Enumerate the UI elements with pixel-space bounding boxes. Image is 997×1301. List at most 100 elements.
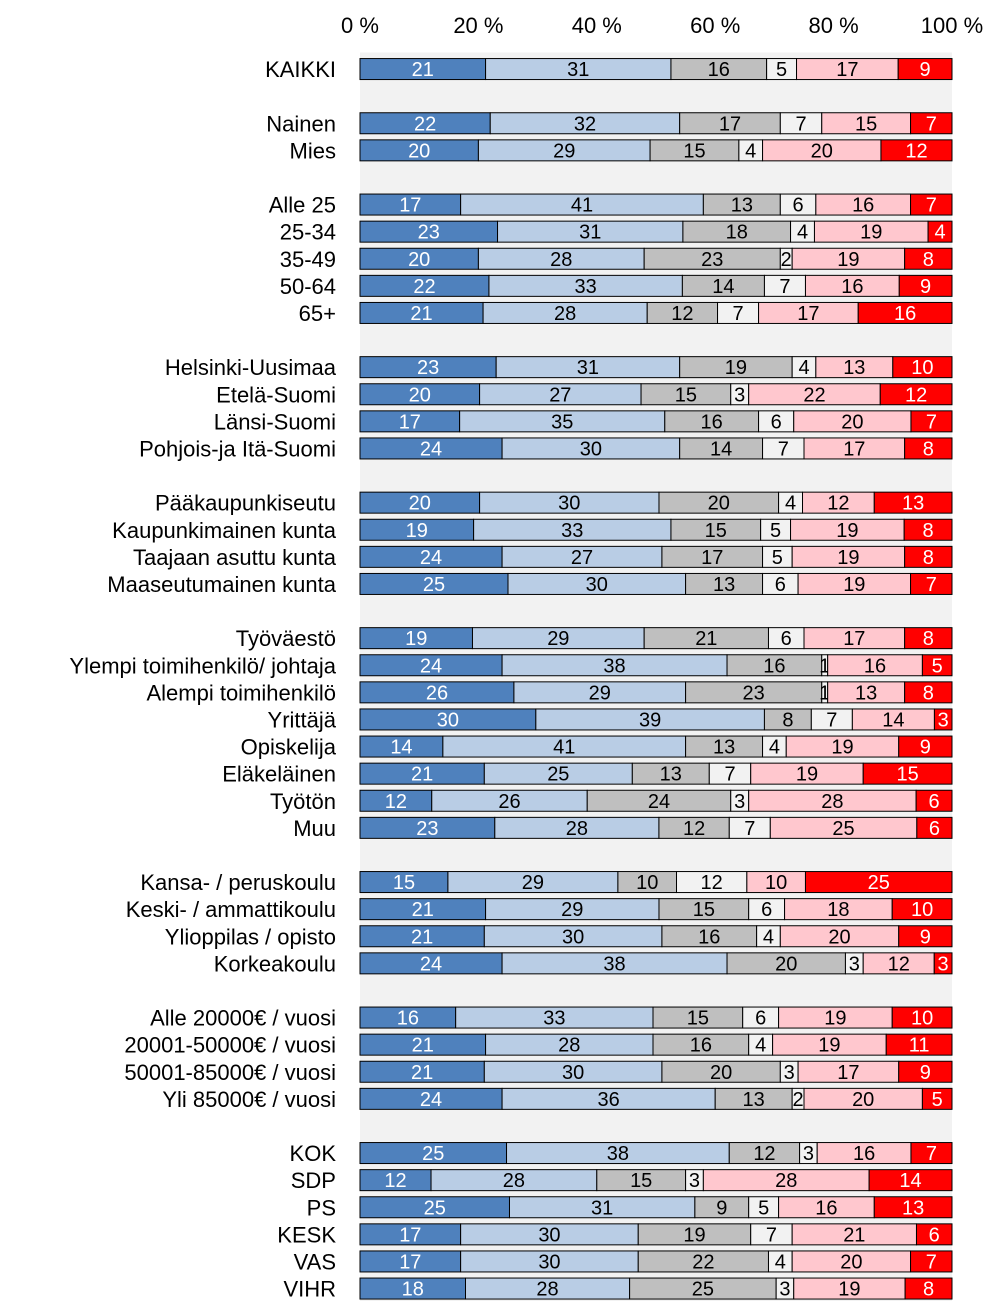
- category-label: 50001-85000€ / vuosi: [124, 1060, 336, 1085]
- data-label: 17: [843, 438, 865, 460]
- data-label: 4: [775, 1251, 786, 1273]
- x-tick-label: 0 %: [341, 13, 379, 38]
- data-label: 6: [781, 628, 792, 650]
- bar-segment: [910, 1142, 953, 1165]
- data-label: 17: [399, 411, 421, 433]
- data-label: 10: [911, 899, 933, 921]
- category-label: Opiskelija: [241, 735, 337, 760]
- category-label: 35-49: [280, 247, 336, 272]
- category-label: Etelä-Suomi: [216, 382, 336, 407]
- data-label: 16: [894, 303, 916, 325]
- data-label: 20: [775, 953, 797, 975]
- category-label: Länsi-Suomi: [214, 409, 336, 434]
- x-tick-label: 60 %: [690, 13, 740, 38]
- data-label: 14: [882, 709, 904, 731]
- data-label: 4: [798, 357, 809, 379]
- bar-segment: [910, 193, 953, 216]
- bar-segment: [904, 437, 953, 460]
- category-label: 50-64: [280, 274, 336, 299]
- bar-segment: [879, 383, 953, 406]
- data-label: 7: [926, 195, 937, 217]
- data-label: 5: [776, 59, 787, 81]
- data-label: 16: [708, 59, 730, 81]
- data-label: 16: [397, 1008, 419, 1030]
- data-label: 30: [580, 438, 602, 460]
- bar-segment: [898, 925, 953, 948]
- data-label: 7: [766, 1224, 777, 1246]
- data-label: 7: [826, 709, 837, 731]
- data-label: 9: [920, 926, 931, 948]
- data-label: 9: [716, 1197, 727, 1219]
- bar-segment: [873, 491, 953, 514]
- category-label: Työväestö: [236, 626, 336, 651]
- data-label: 29: [589, 682, 611, 704]
- data-label: 17: [399, 195, 421, 217]
- data-label: 28: [566, 818, 588, 840]
- data-label: 6: [771, 411, 782, 433]
- data-label: 23: [418, 222, 440, 244]
- data-label: 22: [803, 384, 825, 406]
- data-label: 16: [701, 411, 723, 433]
- data-label: 3: [779, 1279, 790, 1301]
- data-label: 6: [775, 574, 786, 596]
- category-label: Maaseutumainen kunta: [107, 572, 336, 597]
- bar-segment: [892, 356, 953, 379]
- data-label: 25: [692, 1279, 714, 1301]
- data-label: 30: [586, 574, 608, 596]
- data-label: 7: [926, 574, 937, 596]
- category-label: 25-34: [280, 220, 336, 245]
- data-label: 6: [928, 791, 939, 813]
- x-tick-label: 20 %: [453, 13, 503, 38]
- data-label: 3: [689, 1170, 700, 1192]
- data-label: 13: [731, 195, 753, 217]
- data-label: 32: [574, 113, 596, 135]
- data-label: 38: [607, 1143, 629, 1165]
- data-label: 38: [603, 655, 625, 677]
- data-label: 19: [818, 1035, 840, 1057]
- data-label: 15: [687, 1008, 709, 1030]
- data-label: 3: [803, 1143, 814, 1165]
- data-label: 21: [843, 1224, 865, 1246]
- data-label: 25: [547, 764, 569, 786]
- data-label: 24: [420, 655, 442, 677]
- data-label: 33: [543, 1008, 565, 1030]
- bar-segment: [910, 112, 953, 135]
- data-label: 27: [549, 384, 571, 406]
- data-label: 20: [409, 493, 431, 515]
- bar-segment: [910, 572, 953, 595]
- bar-segment: [891, 1006, 953, 1029]
- category-label: Pääkaupunkiseutu: [155, 491, 336, 516]
- data-label: 6: [929, 818, 940, 840]
- data-label: 27: [571, 547, 593, 569]
- bar-segment: [857, 301, 953, 324]
- data-label: 13: [902, 1197, 924, 1219]
- data-label: 14: [390, 737, 412, 759]
- data-label: 15: [896, 764, 918, 786]
- data-label: 20: [828, 926, 850, 948]
- data-label: 2: [793, 1089, 804, 1111]
- bar-segment: [804, 871, 953, 894]
- data-label: 6: [761, 899, 772, 921]
- category-label: Yrittäjä: [268, 707, 337, 732]
- data-label: 17: [719, 113, 741, 135]
- data-label: 7: [926, 1251, 937, 1273]
- data-label: 35: [551, 411, 573, 433]
- bar-segment: [898, 735, 953, 758]
- bar-segment: [904, 545, 953, 568]
- data-label: 25: [423, 574, 445, 596]
- data-label: 8: [923, 628, 934, 650]
- data-label: 2: [781, 249, 792, 271]
- data-label: 16: [852, 195, 874, 217]
- data-label: 25: [422, 1143, 444, 1165]
- data-label: 20: [840, 1251, 862, 1273]
- category-label: KOK: [290, 1141, 337, 1166]
- bar-segment: [880, 139, 953, 162]
- data-label: 20: [811, 140, 833, 162]
- data-label: 10: [636, 872, 658, 894]
- bar-segment: [904, 247, 953, 270]
- data-label: 7: [795, 113, 806, 135]
- x-tick-label: 40 %: [572, 13, 622, 38]
- data-label: 36: [598, 1089, 620, 1111]
- data-label: 12: [683, 818, 705, 840]
- data-label: 4: [755, 1035, 766, 1057]
